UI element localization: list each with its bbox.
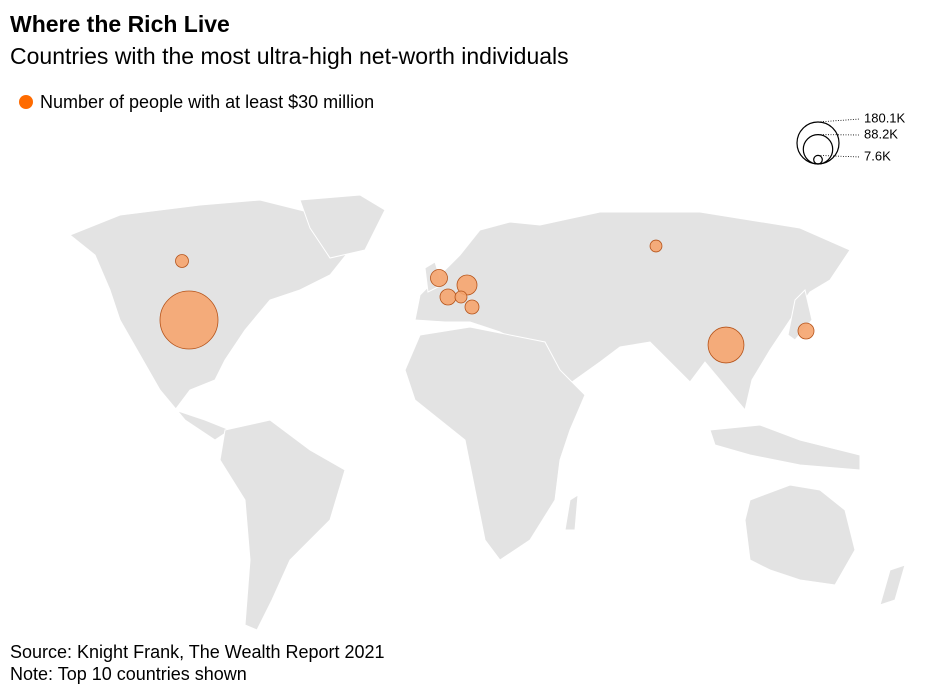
new-zealand: [879, 564, 906, 606]
bubble: [797, 322, 815, 340]
size-legend-circle: [796, 121, 840, 165]
note: Note: Top 10 countries shown: [10, 664, 247, 684]
bubble: [464, 299, 480, 315]
bubble: [649, 239, 663, 253]
bubble: [454, 290, 468, 304]
size-legend-label: 180.1K: [864, 110, 906, 125]
size-legend-label: 88.2K: [864, 126, 898, 141]
chart-title: Where the Rich Live: [10, 11, 230, 37]
legend-swatch: [19, 95, 33, 109]
legend-label: Number of people with at least $30 milli…: [40, 92, 374, 112]
south-america: [219, 419, 346, 631]
bubble: [439, 288, 457, 306]
bubble: [159, 290, 219, 350]
africa: [404, 326, 586, 561]
size-legend-label: 7.6K: [864, 148, 891, 163]
chart-subtitle: Countries with the most ultra-high net-w…: [10, 43, 569, 69]
bubble: [707, 326, 745, 364]
indonesia: [709, 424, 861, 471]
greenland: [299, 194, 386, 259]
bubble: [430, 269, 448, 287]
size-legend-circle: [802, 134, 834, 165]
world-map: [69, 194, 906, 631]
bubble: [175, 254, 189, 268]
madagascar: [564, 494, 579, 531]
size-legend-circle: [813, 154, 823, 165]
size-legend-leader: [817, 154, 861, 158]
size-legend-leader: [817, 118, 861, 123]
australia: [744, 484, 856, 586]
bubbles: [159, 239, 815, 364]
source: Source: Knight Frank, The Wealth Report …: [10, 642, 385, 662]
